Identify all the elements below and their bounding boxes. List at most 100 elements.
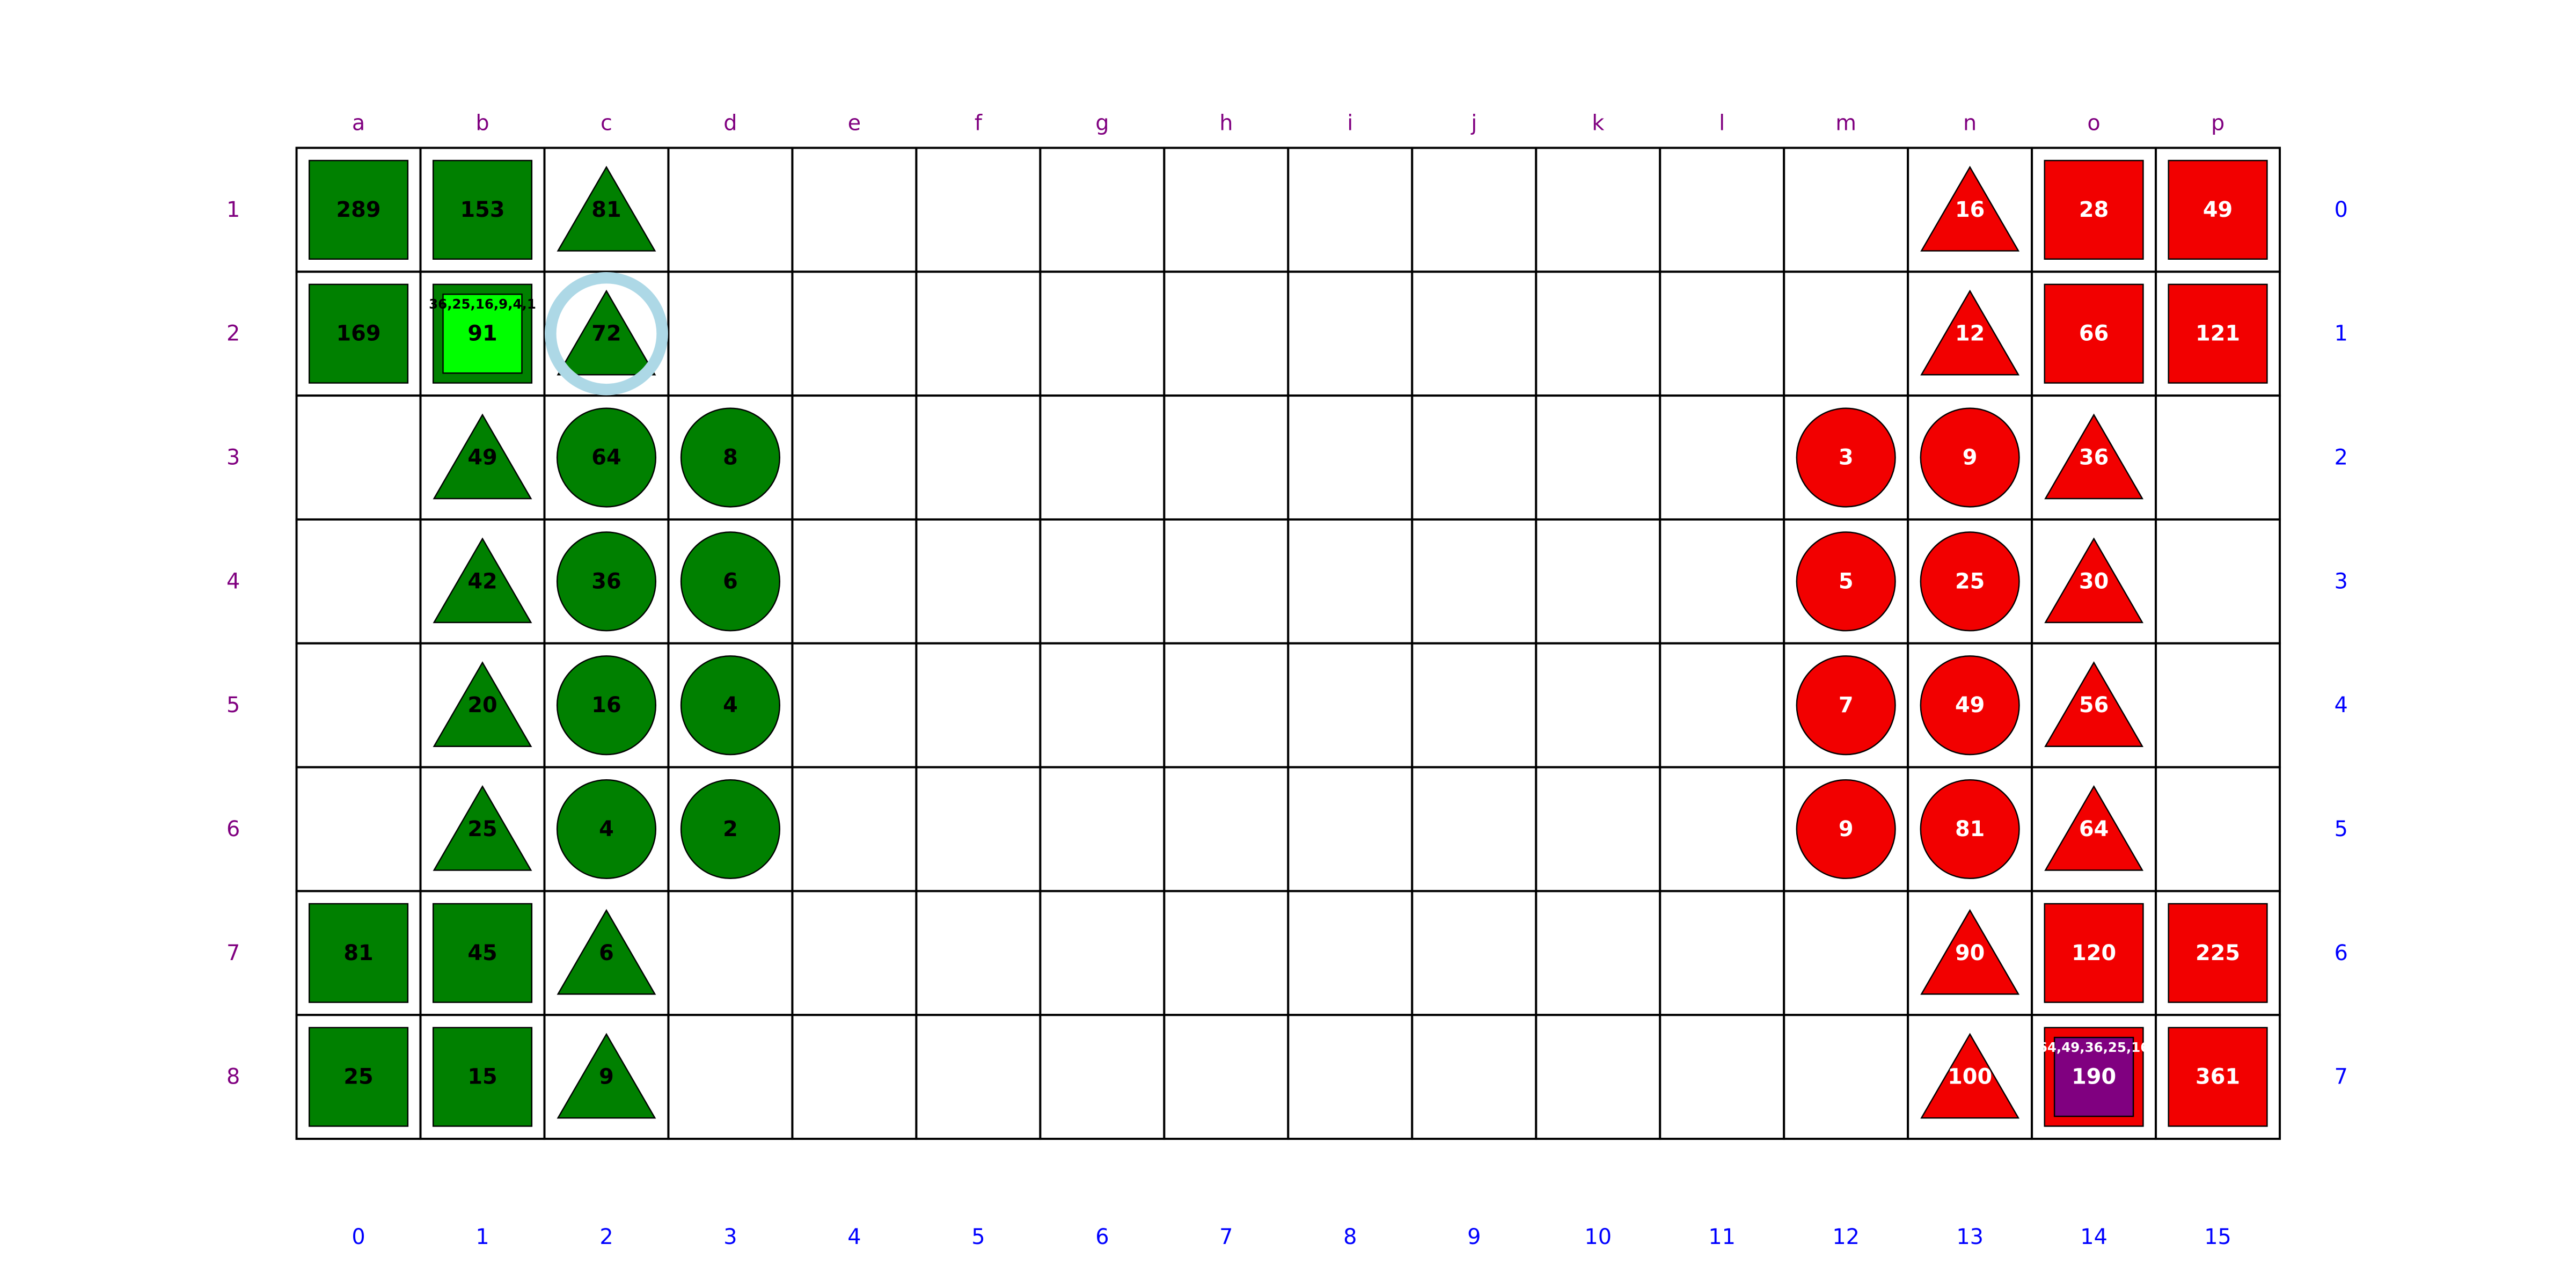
board-cell[interactable] <box>1163 270 1290 397</box>
piece-green-circle[interactable]: 8 <box>680 407 781 508</box>
piece-red-circle[interactable]: 49 <box>1920 655 2020 756</box>
board-cell[interactable] <box>1783 890 1909 1016</box>
board-cell[interactable] <box>1783 270 1909 397</box>
board-cell[interactable] <box>1163 147 1290 273</box>
board-cell[interactable] <box>1535 270 1662 397</box>
board-cell[interactable] <box>667 270 794 397</box>
piece-red-circle[interactable]: 3 <box>1796 407 1896 508</box>
board-cell[interactable] <box>1535 518 1662 645</box>
board-cell[interactable] <box>1411 766 1538 892</box>
board-cell[interactable] <box>2155 766 2281 892</box>
board-cell[interactable] <box>915 147 1042 273</box>
board-cell[interactable] <box>791 1014 918 1140</box>
board-cell[interactable] <box>1535 147 1662 273</box>
piece-green-triangle[interactable]: 9 <box>557 1033 656 1119</box>
piece-green-circle[interactable]: 4 <box>680 655 781 756</box>
board-cell[interactable] <box>1163 766 1290 892</box>
board-cell[interactable] <box>791 270 918 397</box>
board-cell[interactable] <box>295 518 422 645</box>
piece-red-square[interactable]: 225 <box>2168 903 2268 1003</box>
piece-green-triangle[interactable]: 42 <box>433 537 532 624</box>
piece-green-circle[interactable]: 6 <box>680 531 781 632</box>
board-cell[interactable] <box>1039 270 1166 397</box>
board-cell[interactable] <box>1039 518 1166 645</box>
board-cell[interactable] <box>1659 1014 1785 1140</box>
board-cell[interactable] <box>1411 147 1538 273</box>
board-cell[interactable] <box>791 766 918 892</box>
board-cell[interactable] <box>667 147 794 273</box>
board-cell[interactable] <box>915 394 1042 521</box>
piece-green-square[interactable]: 289 <box>308 159 409 260</box>
board-cell[interactable] <box>1287 518 1414 645</box>
board-cell[interactable] <box>1163 518 1290 645</box>
piece-green-square[interactable]: 169 <box>308 283 409 384</box>
piece-green-circle[interactable]: 64 <box>556 407 657 508</box>
piece-green-square[interactable]: 81 <box>308 903 409 1003</box>
piece-green-circle[interactable]: 2 <box>680 779 781 880</box>
board-cell[interactable] <box>915 270 1042 397</box>
piece-red-triangle[interactable]: 36 <box>2044 413 2144 500</box>
board-cell[interactable] <box>791 147 918 273</box>
board-cell[interactable] <box>1659 147 1785 273</box>
board-cell[interactable] <box>1659 270 1785 397</box>
board-cell[interactable] <box>1039 1014 1166 1140</box>
board-cell[interactable] <box>915 518 1042 645</box>
piece-green-triangle[interactable]: 49 <box>433 413 532 500</box>
board-cell[interactable] <box>1163 394 1290 521</box>
piece-green-square[interactable]: 45 <box>432 903 533 1003</box>
board-cell[interactable] <box>2155 394 2281 521</box>
board-cell[interactable] <box>1411 642 1538 769</box>
board-cell[interactable] <box>1411 394 1538 521</box>
board-cell[interactable] <box>791 642 918 769</box>
board-cell[interactable] <box>1411 518 1538 645</box>
piece-red-circle[interactable]: 9 <box>1920 407 2020 508</box>
piece-red-triangle[interactable]: 30 <box>2044 537 2144 624</box>
piece-green-square[interactable]: 15 <box>432 1027 533 1127</box>
piece-green-triangle[interactable]: 20 <box>433 661 532 747</box>
piece-green-circle[interactable]: 4 <box>556 779 657 880</box>
board-cell[interactable] <box>1659 890 1785 1016</box>
board-cell[interactable] <box>791 518 918 645</box>
board-cell[interactable] <box>1287 890 1414 1016</box>
piece-red-triangle[interactable]: 90 <box>1920 909 2020 995</box>
board-cell[interactable] <box>295 394 422 521</box>
piece-red-triangle[interactable]: 56 <box>2044 661 2144 747</box>
board-cell[interactable] <box>1659 518 1785 645</box>
piece-green-square[interactable]: 25 <box>308 1027 409 1127</box>
piece-red-square[interactable]: 28 <box>2044 159 2144 260</box>
board-cell[interactable] <box>1659 766 1785 892</box>
board-cell[interactable] <box>1535 890 1662 1016</box>
board-cell[interactable] <box>1287 766 1414 892</box>
board-cell[interactable] <box>1287 270 1414 397</box>
board-cell[interactable] <box>1039 147 1166 273</box>
board-cell[interactable] <box>1535 766 1662 892</box>
piece-red-square[interactable]: 66 <box>2044 283 2144 384</box>
piece-red-triangle[interactable]: 16 <box>1920 165 2020 252</box>
piece-red-square[interactable]: 120 <box>2044 903 2144 1003</box>
board-cell[interactable] <box>295 766 422 892</box>
board-cell[interactable] <box>1783 1014 1909 1140</box>
board-cell[interactable] <box>1287 147 1414 273</box>
board-cell[interactable] <box>1411 1014 1538 1140</box>
piece-red-triangle[interactable]: 64 <box>2044 785 2144 871</box>
piece-red-circle[interactable]: 9 <box>1796 779 1896 880</box>
board-cell[interactable] <box>1659 642 1785 769</box>
board-cell[interactable] <box>915 642 1042 769</box>
piece-green-triangle[interactable]: 25 <box>433 785 532 871</box>
board-cell[interactable] <box>1287 642 1414 769</box>
board-cell[interactable] <box>1163 642 1290 769</box>
piece-red-triangle[interactable]: 100 <box>1920 1033 2020 1119</box>
piece-red-square[interactable]: 361 <box>2168 1027 2268 1127</box>
board-cell[interactable] <box>667 1014 794 1140</box>
board-cell[interactable] <box>791 890 918 1016</box>
board-cell[interactable] <box>1411 270 1538 397</box>
board-cell[interactable] <box>1163 890 1290 1016</box>
board-cell[interactable] <box>1535 1014 1662 1140</box>
board-cell[interactable] <box>1163 1014 1290 1140</box>
piece-red-circle[interactable]: 7 <box>1796 655 1896 756</box>
board-cell[interactable] <box>1535 642 1662 769</box>
board-cell[interactable] <box>1287 394 1414 521</box>
piece-red-square[interactable]: 121 <box>2168 283 2268 384</box>
board-cell[interactable] <box>2155 642 2281 769</box>
board-cell[interactable] <box>667 890 794 1016</box>
